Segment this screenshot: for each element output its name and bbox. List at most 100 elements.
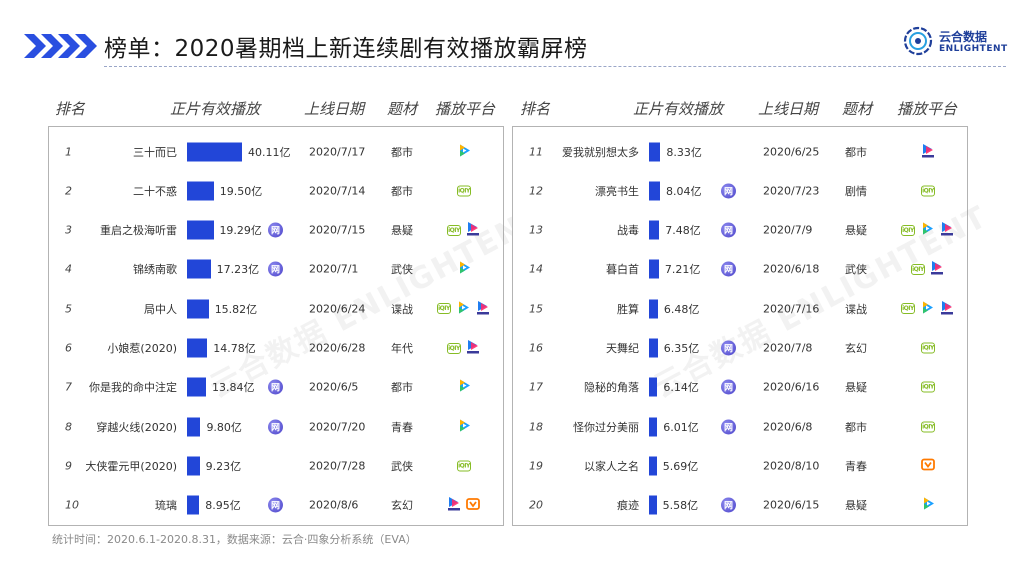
rank-number: 6 <box>65 341 72 355</box>
genre: 都市 <box>391 381 413 395</box>
play-value-label: 6.48亿 <box>663 302 700 316</box>
genre: 悬疑 <box>845 381 867 395</box>
iqiyi-icon: iQIY <box>447 342 461 354</box>
iqiyi-icon: iQIY <box>901 303 915 315</box>
play-value-label: 8.33亿 <box>666 145 702 159</box>
play-value-label: 9.80亿 <box>206 420 242 434</box>
drama-title: 重启之极海听雷 <box>100 224 177 238</box>
release-date: 2020/6/24 <box>309 302 366 316</box>
genre: 都市 <box>845 145 867 159</box>
play-bar <box>187 417 201 437</box>
genre: 青春 <box>391 420 413 434</box>
platform-icons: iQIY <box>921 185 935 197</box>
iqiyi-icon: iQIY <box>921 421 935 433</box>
rank-number: 7 <box>65 380 72 394</box>
ranking-row: 19 以家人之名 5.69亿 2020/8/10 青春 <box>513 446 967 485</box>
drama-title: 怪你过分美丽 <box>573 420 639 434</box>
rank-number: 20 <box>529 498 543 512</box>
release-date: 2020/7/16 <box>763 302 820 316</box>
youku-icon <box>476 300 490 318</box>
platform-icons <box>447 496 480 514</box>
drama-title: 暮白首 <box>606 263 639 277</box>
rank-number: 4 <box>65 262 72 276</box>
play-value-label: 15.82亿 <box>214 302 258 316</box>
header-date-right: 上线日期 <box>758 100 819 118</box>
platform-icons: iQIY <box>457 460 471 472</box>
web-drama-badge-icon: 网 <box>721 379 736 395</box>
play-bar <box>649 456 657 476</box>
play-value-label: 14.78亿 <box>213 342 256 355</box>
genre: 玄幻 <box>391 499 413 513</box>
platform-icons <box>457 260 472 278</box>
play-bar <box>187 299 209 319</box>
drama-title: 穿越火线(2020) <box>96 420 177 434</box>
release-date: 2020/7/1 <box>309 262 359 276</box>
ranking-row: 10 琉璃 8.95亿 网 2020/8/6 玄幻 <box>49 486 503 525</box>
drama-title: 隐秘的角落 <box>584 381 639 395</box>
play-bar <box>649 495 657 515</box>
play-value-label: 9.23亿 <box>205 459 242 473</box>
release-date: 2020/6/8 <box>763 420 813 434</box>
header-plays-right: 正片有效播放 <box>633 100 724 118</box>
drama-title: 局中人 <box>144 302 177 316</box>
ranking-row: 13 战毒 7.48亿 网 2020/7/9 悬疑 iQIY <box>513 211 967 250</box>
web-drama-badge-icon: 网 <box>721 222 736 238</box>
rank-number: 2 <box>65 184 72 198</box>
iqiyi-icon: iQIY <box>447 224 461 236</box>
iqiyi-icon: iQIY <box>921 185 935 197</box>
youku-icon <box>940 300 954 318</box>
release-date: 2020/6/25 <box>763 145 820 158</box>
ranking-row: 18 怪你过分美丽 6.01亿 网 2020/6/8 都市 iQIY <box>513 407 967 446</box>
drama-title: 二十不惑 <box>133 184 177 198</box>
web-drama-badge-icon: 网 <box>268 222 283 238</box>
ranking-row: 1 三十而已 40.11亿 2020/7/17 都市 <box>49 132 503 171</box>
play-bar <box>649 417 658 437</box>
iqiyi-icon: iQIY <box>921 342 935 354</box>
play-value-label: 8.95亿 <box>205 499 241 513</box>
rank-number: 19 <box>529 459 543 473</box>
drama-title: 你是我的命中注定 <box>89 381 177 395</box>
play-bar <box>649 377 658 397</box>
genre: 悬疑 <box>391 224 413 238</box>
rank-number: 10 <box>65 498 79 512</box>
drama-title: 战毒 <box>617 224 639 238</box>
play-bar <box>187 142 242 161</box>
platform-icons <box>457 378 472 396</box>
platform-icons: iQIY <box>921 421 935 433</box>
rank-number: 14 <box>529 262 543 276</box>
play-value-label: 5.58亿 <box>662 499 699 513</box>
drama-title: 锦绣南歌 <box>133 263 177 277</box>
release-date: 2020/7/23 <box>763 184 820 198</box>
release-date: 2020/7/20 <box>309 420 366 434</box>
iqiyi-icon: iQIY <box>437 303 451 315</box>
web-drama-badge-icon: 网 <box>721 419 736 435</box>
play-bar <box>649 142 661 161</box>
platform-icons <box>921 457 935 474</box>
page-title: 榜单：2020暑期档上新连续剧有效播放霸屏榜 <box>104 36 588 62</box>
play-value-label: 6.35亿 <box>663 342 700 355</box>
platform-icons: iQIY <box>901 300 954 318</box>
genre: 悬疑 <box>845 224 867 238</box>
genre: 武侠 <box>391 263 413 277</box>
platform-icons: iQIY <box>921 342 935 354</box>
iqiyi-icon: iQIY <box>911 263 925 275</box>
ranking-row: 9 大侠霍元甲(2020) 9.23亿 2020/7/28 武侠 iQIY <box>49 446 503 485</box>
tencent-video-icon <box>457 143 472 161</box>
rank-number: 11 <box>529 145 543 158</box>
release-date: 2020/8/6 <box>309 498 359 512</box>
ranking-row: 16 天舞纪 6.35亿 网 2020/7/8 玄幻 iQIY <box>513 329 967 368</box>
tencent-video-icon <box>456 300 471 318</box>
play-value-label: 7.48亿 <box>665 224 701 238</box>
ranking-row: 5 局中人 15.82亿 2020/6/24 谍战 iQIY <box>49 289 503 328</box>
release-date: 2020/7/8 <box>763 341 813 355</box>
rank-number: 18 <box>529 420 543 434</box>
ranking-row: 20 痕迹 5.58亿 网 2020/6/15 悬疑 <box>513 486 967 525</box>
tencent-video-icon <box>457 378 472 396</box>
drama-title: 痕迹 <box>617 499 639 513</box>
release-date: 2020/7/17 <box>309 145 366 158</box>
play-bar <box>187 181 214 201</box>
header-rank-right: 排名 <box>520 100 551 118</box>
drama-title: 小娘惹(2020) <box>107 342 177 355</box>
play-value-label: 7.21亿 <box>664 263 701 277</box>
drama-title: 天舞纪 <box>606 342 639 355</box>
